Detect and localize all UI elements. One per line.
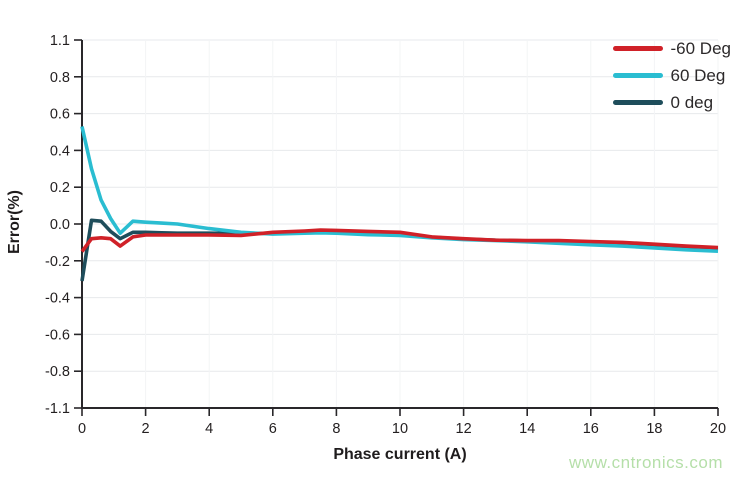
series-line--60-deg	[80, 228, 719, 253]
x-tick-label: 12	[456, 421, 472, 437]
x-tick-label: 2	[142, 421, 150, 437]
legend-item: 0 deg	[612, 93, 731, 112]
y-tick-label: -0.2	[45, 254, 70, 270]
legend: -60 Deg 60 Deg 0 deg	[612, 39, 731, 112]
legend-swatch-icon	[612, 46, 663, 51]
y-tick-label: 0.4	[50, 143, 70, 159]
y-tick-label: 0.0	[50, 217, 70, 233]
x-tick-label: 10	[392, 421, 408, 437]
watermark: www.cntronics.com	[569, 453, 723, 472]
legend-swatch-icon	[612, 100, 663, 105]
y-tick-label: 0.8	[50, 70, 70, 86]
x-tick-label: 16	[583, 421, 599, 437]
x-tick-label: 8	[332, 421, 340, 437]
legend-label: 60 Deg	[670, 66, 726, 85]
x-tick-label: 14	[519, 421, 535, 437]
x-tick-label: 0	[78, 421, 86, 437]
y-tick-label: -1.1	[45, 401, 70, 417]
legend-label: 0 deg	[670, 93, 714, 112]
y-tick-label: 1.1	[50, 33, 70, 49]
legend-label: -60 Deg	[670, 39, 731, 58]
y-tick-label: -0.8	[45, 364, 70, 380]
y-tick-label: 0.6	[50, 107, 70, 123]
x-tick-label: 6	[269, 421, 277, 437]
x-tick-label: 18	[646, 421, 662, 437]
legend-swatch-icon	[612, 73, 663, 78]
y-tick-label: -0.4	[45, 291, 70, 307]
y-tick-label: -0.6	[45, 327, 70, 343]
series-line-60-deg	[80, 126, 719, 253]
y-tick-label: 0.2	[50, 180, 70, 196]
y-axis-title: Error(%)	[6, 190, 23, 255]
x-tick-label: 20	[710, 421, 726, 437]
legend-item: -60 Deg	[612, 39, 731, 58]
x-tick-label: 4	[205, 421, 213, 437]
x-axis-title: Phase current (A)	[333, 446, 467, 463]
legend-item: 60 Deg	[612, 66, 731, 85]
